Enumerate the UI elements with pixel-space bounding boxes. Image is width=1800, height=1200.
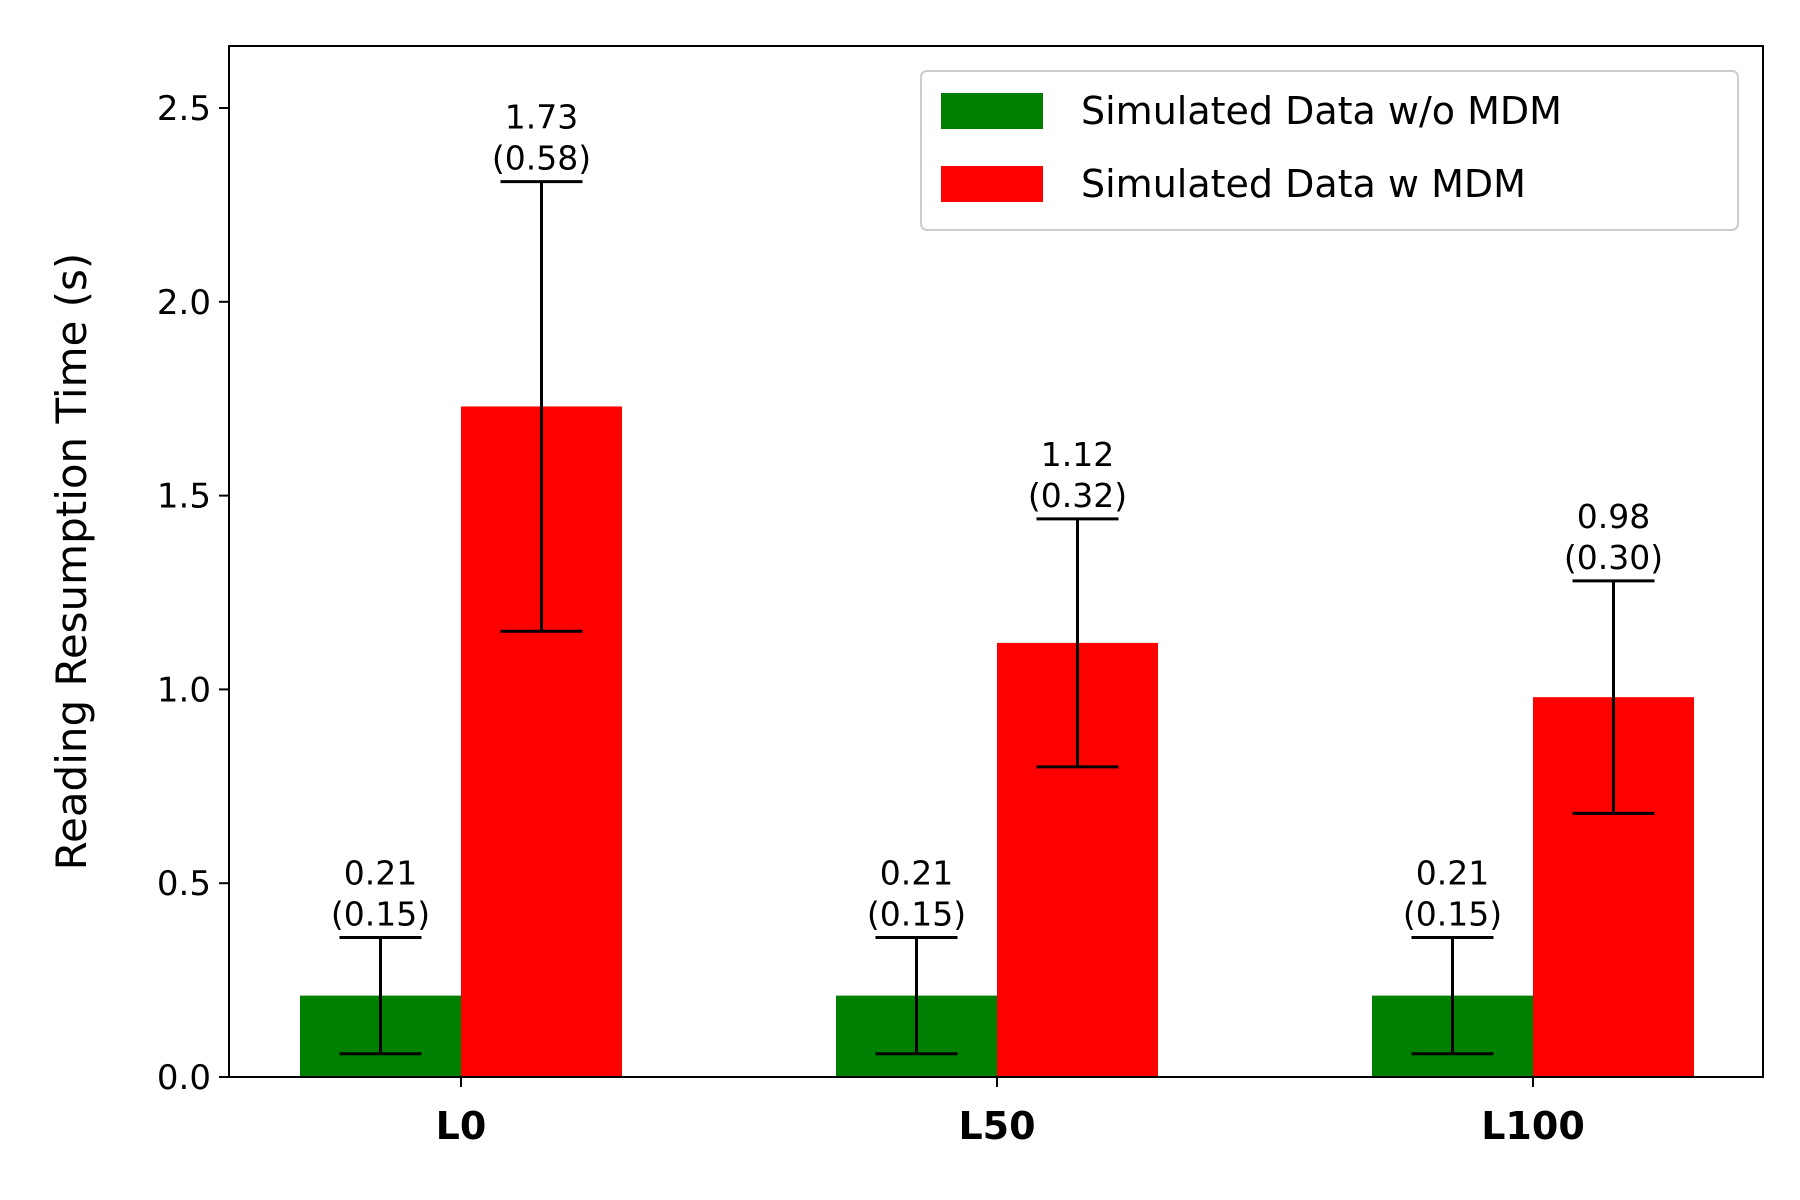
legend-swatch-without-mdm [941, 93, 1043, 129]
data-label-value: 1.73 [505, 98, 578, 137]
y-tick-label: 1.5 [157, 477, 211, 517]
data-label-value: 1.12 [1041, 435, 1114, 474]
legend-label-without-mdm: Simulated Data w/o MDM [1081, 89, 1562, 133]
data-label-error: (0.15) [1403, 894, 1502, 933]
legend-label-with-mdm: Simulated Data w MDM [1081, 162, 1526, 206]
y-tick-label: 1.0 [157, 670, 211, 710]
legend-swatch-with-mdm [941, 166, 1043, 202]
data-label-value: 0.21 [880, 853, 953, 892]
y-tick-label: 0.5 [157, 864, 211, 904]
data-label-value: 0.98 [1577, 497, 1650, 536]
data-label-error: (0.58) [492, 139, 591, 178]
data-label-value: 0.21 [344, 853, 417, 892]
legend-box [920, 70, 1739, 231]
y-tick-label: 2.0 [157, 283, 211, 323]
legend: Simulated Data w/o MDM Simulated Data w M… [920, 70, 1739, 231]
data-label-value: 0.21 [1416, 853, 1489, 892]
y-axis-title: Reading Resumption Time (s) [47, 253, 96, 871]
plot-area: 0.21(0.15)0.21(0.15)0.21(0.15)1.73(0.58)… [47, 45, 1764, 1148]
x-tick-label-l100: L100 [1481, 1104, 1585, 1148]
data-label-error: (0.15) [331, 894, 430, 933]
x-tick-label-l0: L0 [436, 1104, 487, 1148]
y-tick-label: 0.0 [157, 1058, 211, 1098]
data-label-error: (0.32) [1028, 476, 1127, 515]
data-label-error: (0.15) [867, 894, 966, 933]
data-label-error: (0.30) [1564, 538, 1663, 577]
x-tick-label-l50: L50 [958, 1104, 1035, 1148]
y-tick-label: 2.5 [157, 89, 211, 129]
